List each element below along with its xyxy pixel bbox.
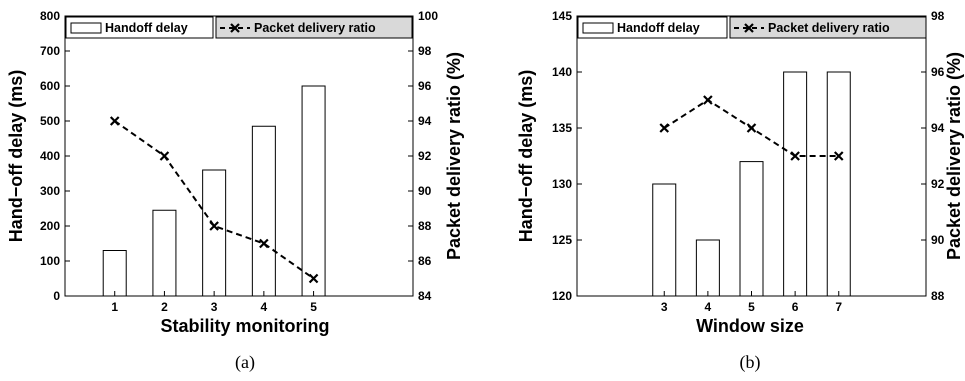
y-tick-label: 130 <box>552 177 572 191</box>
y-right-axis-label: Packet delivery ratio (%) <box>444 52 464 260</box>
bar-4 <box>251 125 276 297</box>
y-right-tick-label: 90 <box>418 184 432 198</box>
x-tick-label: 1 <box>111 300 118 314</box>
x-axis-label: Window size <box>696 316 804 336</box>
y-tick-label: 145 <box>552 9 572 23</box>
y-tick-label: 500 <box>40 114 60 128</box>
bar-7 <box>826 71 851 297</box>
bar-4 <box>695 239 720 297</box>
legend-line-box <box>729 16 927 39</box>
bar-3 <box>202 169 227 297</box>
x-tick-label: 4 <box>261 300 268 314</box>
y-tick-label: 100 <box>40 254 60 268</box>
pdr-marker-7 <box>833 151 844 161</box>
y-right-tick-label: 86 <box>418 254 432 268</box>
y-tick-label: 400 <box>40 149 60 163</box>
y-right-tick-label: 92 <box>931 177 945 191</box>
y-tick-label: 200 <box>40 219 60 233</box>
legend: Handoff delay Packet delivery ratio <box>577 16 927 39</box>
legend-line-box <box>215 16 413 39</box>
pdr-marker-4 <box>259 238 269 249</box>
pdr-marker-6 <box>790 151 800 161</box>
bar-5 <box>301 85 326 297</box>
pdr-marker-3 <box>209 221 219 231</box>
x-tick-label: 3 <box>661 300 668 314</box>
y-right-tick-label: 94 <box>418 114 432 128</box>
legend-bar-swatch <box>582 22 614 34</box>
y-axis-label: Hand−off delay (ms) <box>6 70 26 243</box>
chart-a: 0 100 200 300 400 500 600 700 800 84 86 88 90 92 94 96 9… <box>6 9 464 373</box>
bar-2 <box>152 209 177 297</box>
y-right-tick-label: 98 <box>931 9 945 23</box>
y-right-tick-label: 100 <box>418 9 438 23</box>
x-tick-label: 4 <box>705 300 712 314</box>
legend-bar-label: Handoff delay <box>105 21 188 35</box>
legend-line-label: Packet delivery ratio <box>254 21 376 35</box>
bar-3 <box>652 183 677 297</box>
y-tick-label: 125 <box>552 233 572 247</box>
y-right-tick-label: 94 <box>931 121 945 135</box>
pdr-marker-5 <box>308 273 319 284</box>
bar-5 <box>739 161 764 297</box>
x-tick-label: 7 <box>835 300 842 314</box>
subfigure-caption: (a) <box>235 352 255 373</box>
pdr-marker-1 <box>109 116 120 126</box>
y-axis-label: Hand−off delay (ms) <box>516 70 536 243</box>
y-right-tick-label: 96 <box>418 79 432 93</box>
y-right-tick-label: 84 <box>418 289 432 303</box>
y-right-tick-label: 92 <box>418 149 432 163</box>
pdr-marker-4 <box>703 95 713 105</box>
y-tick-label: 600 <box>40 79 60 93</box>
x-tick-label: 3 <box>211 300 218 314</box>
pdr-marker-2 <box>159 151 170 161</box>
bar-1 <box>102 250 127 297</box>
subfigure-caption: (b) <box>740 352 761 373</box>
y-right-tick-label: 98 <box>418 44 432 58</box>
legend-line-label: Packet delivery ratio <box>768 21 890 35</box>
legend: Handoff delay Packet delivery ratio <box>65 16 413 39</box>
legend-bar-label: Handoff delay <box>617 21 700 35</box>
y-right-tick-label: 88 <box>931 289 945 303</box>
pdr-line <box>114 120 315 280</box>
x-axis-label: Stability monitoring <box>161 316 330 336</box>
pdr-marker-5 <box>746 123 757 133</box>
y-tick-label: 300 <box>40 184 60 198</box>
y-tick-label: 120 <box>552 289 572 303</box>
x-tick-label: 6 <box>792 300 799 314</box>
y-tick-label: 800 <box>40 9 60 23</box>
legend-line-marker <box>744 23 754 33</box>
y-right-axis-label: Packet delivery ratio (%) <box>944 52 964 260</box>
bar-6 <box>783 71 808 297</box>
y-tick-label: 135 <box>552 121 572 135</box>
y-tick-label: 140 <box>552 65 572 79</box>
legend-bar-box <box>65 16 214 39</box>
y-tick-label: 700 <box>40 44 60 58</box>
legend-line-marker <box>230 23 240 33</box>
x-tick-label: 2 <box>161 300 168 314</box>
pdr-marker-3 <box>659 123 670 133</box>
y-right-tick-label: 88 <box>418 219 432 233</box>
y-right-tick-label: 90 <box>931 233 945 247</box>
legend-bar-swatch <box>70 22 102 34</box>
y-right-tick-label: 96 <box>931 65 945 79</box>
y-tick-label: 0 <box>53 289 60 303</box>
x-tick-label: 5 <box>748 300 755 314</box>
chart-b: 120 125 130 135 140 145 88 90 92 94 96 98 3 4 5 6 7 Windo… <box>516 9 964 373</box>
x-tick-label: 5 <box>310 300 317 314</box>
legend-bar-box <box>577 16 728 39</box>
